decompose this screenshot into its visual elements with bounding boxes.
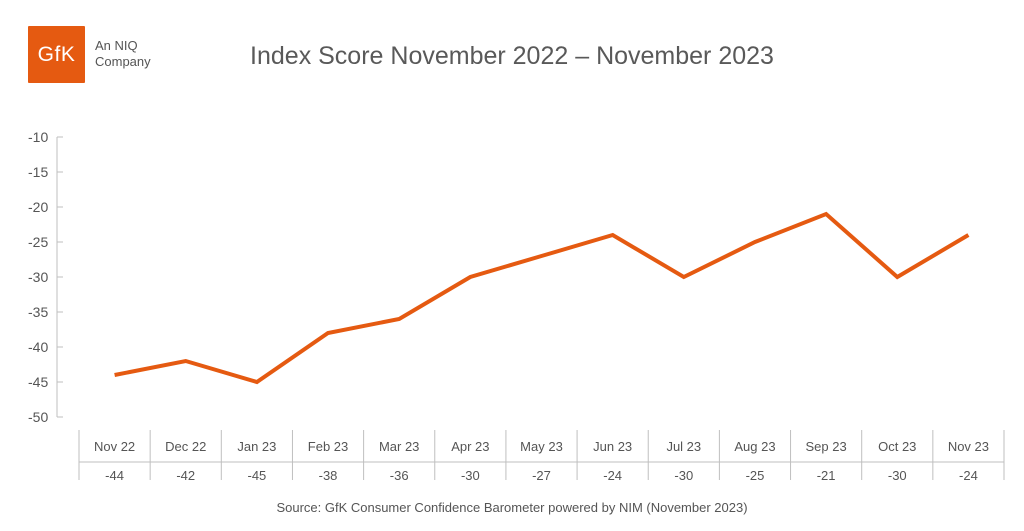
- y-tick-label: -45: [28, 374, 48, 390]
- x-tick-label: Mar 23: [379, 439, 419, 454]
- data-label: -38: [319, 468, 338, 483]
- data-label: -27: [532, 468, 551, 483]
- logo-tagline-line2: Company: [95, 54, 151, 69]
- logo-tagline-line1: An NIQ: [95, 38, 138, 53]
- x-tick-label: Feb 23: [308, 439, 348, 454]
- data-label: -36: [390, 468, 409, 483]
- source-note: Source: GfK Consumer Confidence Baromete…: [276, 500, 748, 515]
- x-tick-label: Jan 23: [237, 439, 276, 454]
- series-group: [114, 211, 970, 385]
- x-tick-label: Dec 22: [165, 439, 206, 454]
- data-table: Nov 22 -44 Dec 22 -42 Jan 23 -45 Feb 23 -38 Mar …: [78, 430, 1005, 483]
- data-label: -44: [105, 468, 124, 483]
- x-tick-label: Nov 22: [94, 439, 135, 454]
- y-tick-label: -15: [28, 164, 48, 180]
- x-tick-label: Apr 23: [451, 439, 489, 454]
- x-tick-label: Jul 23: [666, 439, 701, 454]
- data-label: -30: [888, 468, 907, 483]
- x-tick-label: Sep 23: [806, 439, 847, 454]
- data-label: -30: [674, 468, 693, 483]
- y-axis: -10 -15 -20 -25 -30 -35 -40 -45 -50: [28, 129, 63, 425]
- series-line: [114, 211, 970, 385]
- data-label: -24: [959, 468, 978, 483]
- chart-title: Index Score November 2022 – November 202…: [0, 42, 1024, 71]
- y-tick-label: -10: [28, 129, 48, 145]
- data-label: -25: [746, 468, 765, 483]
- gfk-logo: GfK: [28, 26, 85, 83]
- y-tick-label: -20: [28, 199, 48, 215]
- y-tick-label: -30: [28, 269, 48, 285]
- y-tick-label: -40: [28, 339, 48, 355]
- y-tick-label: -50: [28, 409, 48, 425]
- logo-tagline: An NIQ Company: [95, 38, 151, 70]
- data-label: -24: [603, 468, 622, 483]
- x-tick-label: Jun 23: [593, 439, 632, 454]
- gfk-logo-text: GfK: [37, 42, 76, 66]
- y-tick-label: -35: [28, 304, 48, 320]
- chart-title-text: Index Score November 2022 – November 202…: [250, 42, 774, 70]
- data-label: -45: [247, 468, 266, 483]
- data-label: -42: [176, 468, 195, 483]
- y-tick-label: -25: [28, 234, 48, 250]
- x-tick-label: Nov 23: [948, 439, 989, 454]
- data-label: -30: [461, 468, 480, 483]
- x-tick-label: Oct 23: [878, 439, 916, 454]
- x-tick-label: May 23: [520, 439, 563, 454]
- line-chart: -10 -15 -20 -25 -30 -35 -40 -45 -50 Nov 22 -44 Dec…: [28, 129, 1005, 483]
- data-label: -21: [817, 468, 836, 483]
- x-tick-label: Aug 23: [734, 439, 775, 454]
